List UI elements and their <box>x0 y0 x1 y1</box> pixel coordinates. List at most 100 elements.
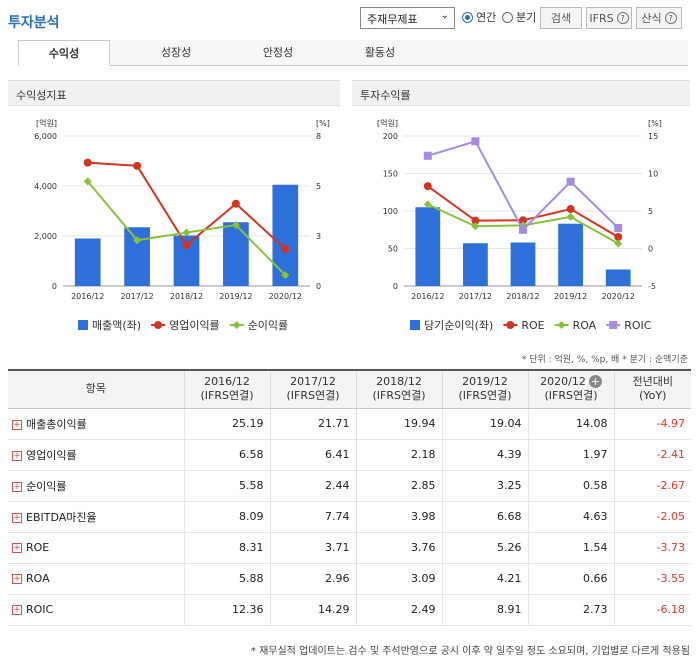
right-tick-label: 15 <box>648 132 658 141</box>
col-period-label: 2019/12 <box>462 375 508 389</box>
legend-marker <box>506 321 515 329</box>
row-label-cell[interactable]: + 순이익률 <box>8 470 185 502</box>
data-point <box>231 221 240 230</box>
right-tick-label: 5 <box>316 182 321 191</box>
value-cell: 14.08 <box>528 408 615 440</box>
value-cell: 2.44 <box>270 470 357 502</box>
row-label-cell[interactable]: + 매출총이익률 <box>8 408 185 440</box>
legend-label: 순이익률 <box>248 319 288 332</box>
x-tick-label: 2019/12 <box>219 292 252 301</box>
expand-icon[interactable]: + <box>12 543 22 553</box>
value-cell: 5.88 <box>184 563 271 595</box>
row-label: 영업이익률 <box>26 448 77 462</box>
data-point <box>471 137 480 146</box>
ifrs-label: IFRS <box>589 11 614 25</box>
col-basis-label: (IFRS연결) <box>544 389 598 403</box>
legend-label: 당기순이익(좌) <box>424 319 493 332</box>
value-cell: 5.26 <box>442 532 529 564</box>
tab-growth[interactable]: 성장성 <box>160 46 192 59</box>
value-cell: 5.58 <box>184 470 271 502</box>
value-cell: 14.29 <box>270 594 357 626</box>
value-cell: 3.71 <box>270 532 357 564</box>
left-tick-label: 0 <box>52 282 57 291</box>
expand-icon[interactable]: + <box>12 574 22 584</box>
table-row: + EBITDA마진율 8.09 7.74 3.98 6.68 4.63 -2.05 <box>8 501 691 533</box>
data-point <box>281 245 290 254</box>
value-cell: 3.25 <box>442 470 529 502</box>
value-cell: 7.74 <box>270 501 357 533</box>
row-label-cell[interactable]: + 영업이익률 <box>8 439 185 471</box>
data-point <box>423 151 432 160</box>
table-header-row: 항목 2016/12 (IFRS연결) 2017/12 (IFRS연결) 2018/… <box>8 369 691 409</box>
bar-3 <box>510 242 536 286</box>
unit-note: * 단위 : 억원, %, %p, 배 * 분기 : 순액기준 <box>521 355 688 365</box>
radio-unchecked-icon <box>502 11 513 23</box>
bar-5 <box>272 184 299 286</box>
bar-4 <box>223 222 249 286</box>
left-tick-label: 50 <box>388 245 398 254</box>
tab-profitability[interactable]: 수익성 <box>18 40 110 66</box>
formula-help-button[interactable]: 산식 ? <box>636 7 682 29</box>
question-icon: ? <box>664 12 677 24</box>
data-point <box>519 225 527 234</box>
value-cell: 6.68 <box>442 501 529 533</box>
col-yoy-sub: (YoY) <box>639 389 667 403</box>
tab-activity[interactable]: 활동성 <box>364 46 396 59</box>
table-row: + 매출총이익률 25.19 21.71 19.94 19.04 14.08 -4.97 <box>8 408 691 440</box>
footnote: * 재무실적 업데이트는 검수 및 주석반영으로 공시 이후 약 일주일 정도 … <box>250 646 690 657</box>
yoy-cell: -2.41 <box>614 439 691 471</box>
radio-annual[interactable]: 연간 <box>462 9 496 25</box>
value-cell: 6.58 <box>184 439 271 471</box>
yoy-cell: -4.97 <box>614 408 691 440</box>
legend-marker <box>232 321 241 329</box>
value-cell: 2.85 <box>356 470 443 502</box>
value-cell: 8.31 <box>184 532 271 564</box>
table-row: + ROE 8.31 3.71 3.76 5.26 1.54 -3.73 <box>8 532 691 564</box>
right-tick-label: 8 <box>316 132 321 141</box>
row-label-cell[interactable]: + ROE <box>8 532 185 564</box>
col-period-label: 2017/12 <box>290 375 336 389</box>
statement-select[interactable]: 주재무제표 ⌄ <box>360 7 455 29</box>
col-basis-label: (IFRS연결) <box>286 389 340 403</box>
yoy-cell: -3.55 <box>614 563 691 595</box>
data-point <box>182 228 191 237</box>
row-label-cell[interactable]: + EBITDA마진율 <box>8 501 185 533</box>
expand-icon[interactable]: + <box>12 481 22 492</box>
search-button[interactable]: 검색 <box>540 7 582 29</box>
tab-stability[interactable]: 안정성 <box>262 46 294 59</box>
radio-annual-label: 연간 <box>476 11 497 24</box>
value-cell: 2.49 <box>356 594 443 626</box>
yoy-cell: -2.05 <box>614 501 691 533</box>
row-label-cell[interactable]: + ROA <box>8 563 185 595</box>
data-point <box>471 216 480 225</box>
ifrs-help-button[interactable]: IFRS ? <box>586 7 632 29</box>
radio-checked-icon <box>462 11 473 23</box>
row-label: ROA <box>26 572 50 585</box>
radio-quarter[interactable]: 분기 <box>502 9 536 25</box>
x-tick-label: 2018/12 <box>506 292 539 301</box>
x-tick-label: 2020/12 <box>602 292 635 301</box>
value-cell: 2.18 <box>356 439 443 471</box>
data-point <box>566 177 575 186</box>
legend-label: ROA <box>573 319 597 332</box>
data-point <box>133 161 142 170</box>
data-point <box>566 212 575 221</box>
profitability-chart: [억원] [%] 6,000 4,000 2,000 0 8 5 3 0 2016/12 2017/1… <box>34 118 330 332</box>
left-axis-unit: [억원] <box>36 118 57 128</box>
row-label-cell[interactable]: + ROIC <box>8 594 185 626</box>
expand-icon[interactable]: + <box>12 450 22 461</box>
radio-quarter-label: 분기 <box>516 11 537 24</box>
add-column-icon[interactable]: + <box>588 375 602 389</box>
data-point <box>566 205 575 214</box>
left-tick-label: 6,000 <box>34 132 57 141</box>
data-point <box>83 177 92 186</box>
expand-icon[interactable]: + <box>12 512 22 523</box>
expand-icon[interactable]: + <box>12 605 22 615</box>
value-cell: 4.39 <box>442 439 529 471</box>
value-cell: 19.94 <box>356 408 443 440</box>
bar-5 <box>605 269 631 286</box>
data-point <box>231 199 240 208</box>
right-tick-label: -5 <box>648 282 656 291</box>
expand-icon[interactable]: + <box>12 419 22 430</box>
